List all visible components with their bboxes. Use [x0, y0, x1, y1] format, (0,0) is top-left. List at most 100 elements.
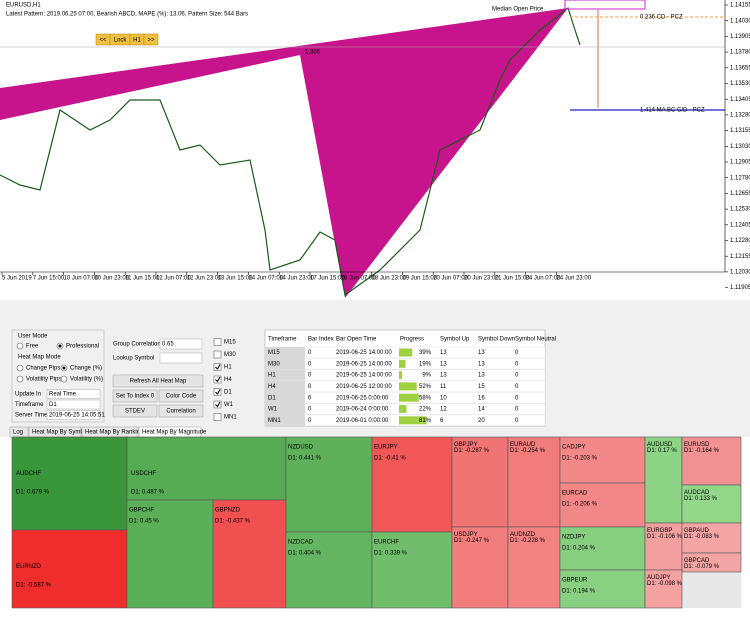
heat-tile[interactable]	[644, 436, 683, 524]
field-box[interactable]	[46, 399, 101, 410]
tab-label[interactable]: Log	[13, 430, 23, 436]
tile-symbol[interactable]: EURAUD	[510, 442, 536, 448]
field-value[interactable]: Real Time	[49, 392, 77, 398]
tile-symbol[interactable]: CADJPY	[562, 445, 586, 451]
heat-tile[interactable]	[559, 526, 646, 571]
input-box[interactable]	[159, 352, 203, 364]
tile-value[interactable]: D1: -0.228 %	[510, 538, 546, 544]
checkbox[interactable]	[213, 388, 222, 396]
radio[interactable]	[16, 342, 24, 350]
checkbox-label[interactable]: H1	[224, 365, 232, 371]
tile-symbol[interactable]: AUDUSD	[647, 442, 673, 448]
heat-tile[interactable]	[644, 569, 683, 609]
field-value[interactable]: 2019-06-25 14:05:51	[49, 413, 105, 419]
checkbox-label[interactable]: MN1	[224, 415, 237, 421]
tile-symbol[interactable]: USDJPY	[454, 532, 478, 538]
tile-symbol[interactable]: GBPCAD	[684, 558, 710, 564]
tile-value[interactable]: D1: 0.339 %	[374, 551, 408, 557]
tile-value[interactable]: D1: -0.079 %	[684, 564, 720, 570]
radio-label[interactable]: Free	[26, 344, 39, 350]
tile-value[interactable]: D1: -0.254 %	[510, 448, 546, 454]
input-value[interactable]: 0.65	[162, 342, 174, 348]
input-box[interactable]	[159, 338, 203, 350]
lock-label[interactable]: <<	[99, 38, 107, 44]
field-value[interactable]: D1	[49, 402, 57, 408]
checkbox-label[interactable]: M15	[224, 340, 236, 346]
tile-symbol[interactable]: EURUSD	[684, 442, 710, 448]
tile-symbol[interactable]: NZDUSD	[288, 445, 314, 451]
tile-symbol[interactable]: NZDCAD	[288, 540, 314, 546]
tile-value[interactable]: D1: 0.204 %	[562, 546, 596, 552]
checkbox-label[interactable]: W1	[224, 402, 234, 408]
radio-label[interactable]: Volatility Pips	[26, 377, 61, 383]
button-label[interactable]: STDEV	[125, 409, 145, 415]
tile-symbol[interactable]: USDCHF	[131, 471, 156, 477]
radio[interactable]	[16, 364, 24, 372]
tile-value[interactable]: D1: -0.437 %	[215, 519, 251, 525]
heat-tile[interactable]	[126, 436, 287, 501]
heat-tile[interactable]	[212, 499, 287, 609]
button-label[interactable]: Refresh All Heat Map	[130, 379, 187, 385]
heat-tile[interactable]	[371, 436, 453, 533]
heat-tile[interactable]	[451, 436, 509, 528]
checkbox[interactable]	[213, 375, 222, 384]
lock-button[interactable]	[143, 33, 159, 46]
tab-label[interactable]: Heat Map By Ranking	[85, 430, 143, 436]
button[interactable]	[112, 389, 158, 403]
tile-value[interactable]: D1: 0.45 %	[129, 519, 159, 525]
heat-tile[interactable]	[11, 529, 128, 609]
tile-value[interactable]: D1: -0.41 %	[374, 456, 406, 462]
heat-tile[interactable]	[285, 531, 373, 609]
button-label[interactable]: Color Code	[166, 394, 197, 400]
heat-tile[interactable]	[126, 499, 214, 609]
radio[interactable]	[16, 375, 24, 383]
tile-value[interactable]: D1: -0.287 %	[454, 448, 490, 454]
tile-symbol[interactable]: AUDCAD	[684, 490, 710, 496]
radio[interactable]	[60, 375, 68, 383]
tile-symbol[interactable]: GBPEUR	[562, 578, 588, 584]
tile-value[interactable]: D1: 0.194 %	[562, 589, 596, 595]
checkbox[interactable]	[213, 350, 222, 359]
heat-tile[interactable]	[559, 569, 646, 609]
tile-value[interactable]: D1: -0.203 %	[562, 456, 598, 462]
heat-tile[interactable]	[681, 522, 742, 554]
tile-value[interactable]: D1: 0.441 %	[288, 456, 322, 462]
tile-value[interactable]: D1: -0.106 %	[647, 534, 683, 540]
button[interactable]	[158, 389, 204, 403]
radio-label[interactable]: Change (%)	[70, 366, 102, 372]
tile-value[interactable]: D1: -0.164 %	[684, 448, 720, 454]
button-label[interactable]: Set To Index 0	[116, 394, 155, 400]
tile-symbol[interactable]: EURGBP	[647, 528, 672, 534]
tile-value[interactable]: D1: -0.587 %	[16, 582, 52, 588]
tile-symbol[interactable]: GBPJPY	[454, 442, 478, 448]
lock-label[interactable]: Lock	[114, 38, 128, 44]
heat-tile[interactable]	[285, 436, 373, 533]
radio-label[interactable]: Volatility (%)	[70, 377, 103, 383]
button[interactable]	[112, 374, 204, 388]
radio-label[interactable]: Change Pips	[26, 366, 60, 372]
checkbox[interactable]	[213, 363, 222, 371]
tile-symbol[interactable]: EURCAD	[562, 491, 588, 497]
button[interactable]	[112, 404, 158, 418]
tile-symbol[interactable]: GBPAUD	[684, 528, 710, 534]
button[interactable]	[158, 404, 204, 418]
tile-symbol[interactable]: AUDNZD	[510, 532, 536, 538]
heat-tile[interactable]	[681, 552, 742, 573]
tile-value[interactable]: D1: -0.083 %	[684, 534, 720, 540]
tab-label[interactable]: Heat Map By Symbol	[32, 430, 88, 436]
lock-label[interactable]: >>	[147, 38, 155, 44]
tile-symbol[interactable]: GBPNZD	[215, 508, 241, 514]
checkbox[interactable]	[213, 338, 222, 346]
checkbox-label[interactable]: D1	[224, 390, 232, 396]
tab-label[interactable]: Heat Map By Magnitude	[142, 430, 207, 436]
heat-tile[interactable]	[644, 522, 683, 571]
heat-tile[interactable]	[451, 526, 509, 609]
checkbox[interactable]	[213, 400, 222, 409]
tile-symbol[interactable]: EURCHF	[374, 540, 399, 546]
field-box[interactable]	[46, 410, 101, 420]
tile-value[interactable]: D1: -0.098 %	[647, 581, 683, 587]
tile-symbol[interactable]: NZDJPY	[562, 535, 585, 541]
tile-value[interactable]: D1: 0.679 %	[16, 489, 50, 495]
tile-value[interactable]: D1: 0.404 %	[288, 551, 322, 557]
checkbox[interactable]	[213, 413, 222, 421]
